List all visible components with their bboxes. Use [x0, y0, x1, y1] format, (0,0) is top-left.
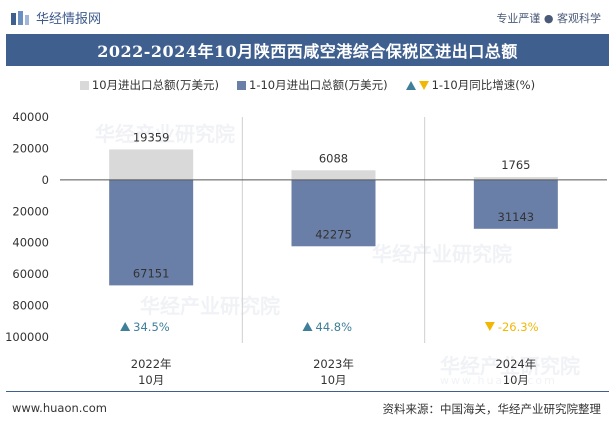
triangle-down-icon: [418, 80, 429, 90]
legend-label-cumulative: 1-10月进出口总额(万美元): [249, 78, 388, 92]
data-label-monthly: 1765: [501, 158, 530, 172]
data-label-growth: -26.3%: [498, 320, 539, 334]
data-label-cumulative: 67151: [133, 266, 170, 280]
bar-monthly: [473, 177, 558, 180]
legend-item-monthly: 10月进出口总额(万美元): [79, 76, 220, 94]
data-label-cumulative: 42275: [315, 227, 352, 241]
growth-up-triangle: [120, 322, 131, 331]
legend: 10月进出口总额(万美元) 1-10月进出口总额(万美元) 1-10月同比增速(…: [0, 76, 615, 94]
footer-website: www.huaon.com: [12, 401, 107, 415]
brand: 华经情报网: [10, 8, 101, 27]
huajing-logo-icon: [11, 10, 29, 25]
growth-up-triangle: [302, 322, 313, 331]
legend-swatch-monthly: [79, 80, 89, 90]
bar-monthly: [291, 170, 376, 180]
triangle-up-icon: [405, 80, 416, 90]
x-tick-label: 2024年: [495, 357, 536, 371]
y-tick-label: 20000: [12, 204, 49, 218]
data-label-growth: 34.5%: [133, 320, 170, 334]
bar-monthly: [109, 149, 194, 180]
bar-cumulative: [109, 179, 194, 286]
legend-label-growth: 1-10月同比增速(%): [431, 78, 536, 92]
bar-cumulative: [473, 179, 558, 229]
brand-name: 华经情报网: [36, 12, 102, 27]
x-tick-label: 2023年: [313, 357, 354, 371]
legend-swatch-cumulative: [237, 80, 247, 90]
legend-item-cumulative: 1-10月进出口总额(万美元): [237, 76, 388, 94]
y-tick-label: 60000: [12, 267, 49, 281]
legend-label-monthly: 10月进出口总额(万美元): [91, 78, 220, 92]
growth-down-triangle: [484, 322, 495, 331]
y-tick-label: 0: [42, 173, 49, 187]
top-bar: 华经情报网 专业严谨 ● 客观科学: [0, 0, 615, 34]
bar-cumulative: [291, 179, 376, 247]
data-label-growth: 44.8%: [316, 320, 353, 334]
x-tick-label: 10月: [503, 373, 529, 387]
legend-item-growth: 1-10月同比增速(%): [405, 76, 536, 94]
data-label-cumulative: 31143: [498, 210, 535, 224]
y-tick-label: 40000: [12, 110, 49, 124]
y-tick-label: 40000: [12, 236, 49, 250]
x-tick-label: 10月: [138, 373, 164, 387]
data-label-monthly: 19359: [133, 130, 170, 144]
footer-source: 资料来源：中国海关，华经产业研究院整理: [382, 402, 602, 416]
y-tick-label: 100000: [5, 330, 49, 344]
chart-title: 2022-2024年10月陕西西咸空港综合保税区进出口总额: [6, 34, 609, 66]
y-tick-label: 20000: [12, 141, 49, 155]
x-tick-label: 2022年: [131, 357, 172, 371]
y-tick-label: 80000: [12, 299, 49, 313]
footer-divider: [6, 391, 609, 392]
data-label-monthly: 6088: [319, 151, 348, 165]
x-tick-label: 10月: [320, 373, 346, 387]
tagline: 专业严谨 ● 客观科学: [496, 12, 601, 25]
